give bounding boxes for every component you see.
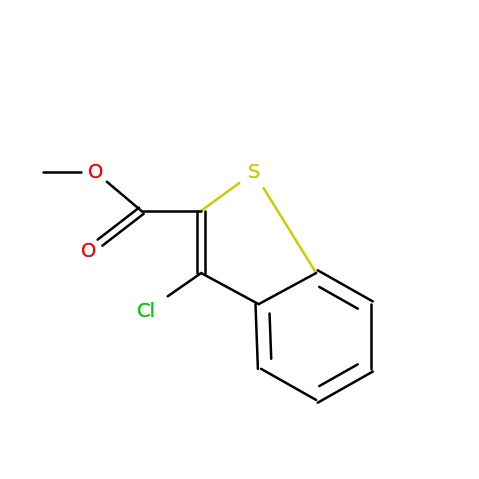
Text: O: O <box>81 242 96 261</box>
Text: S: S <box>248 163 260 182</box>
Text: Cl: Cl <box>137 302 156 321</box>
Circle shape <box>124 289 169 334</box>
Text: Cl: Cl <box>137 302 156 321</box>
Text: O: O <box>81 242 96 261</box>
Circle shape <box>84 160 108 185</box>
Text: S: S <box>248 163 260 182</box>
Circle shape <box>76 240 101 263</box>
Text: O: O <box>88 163 103 182</box>
Text: O: O <box>88 163 103 182</box>
Circle shape <box>239 157 269 188</box>
